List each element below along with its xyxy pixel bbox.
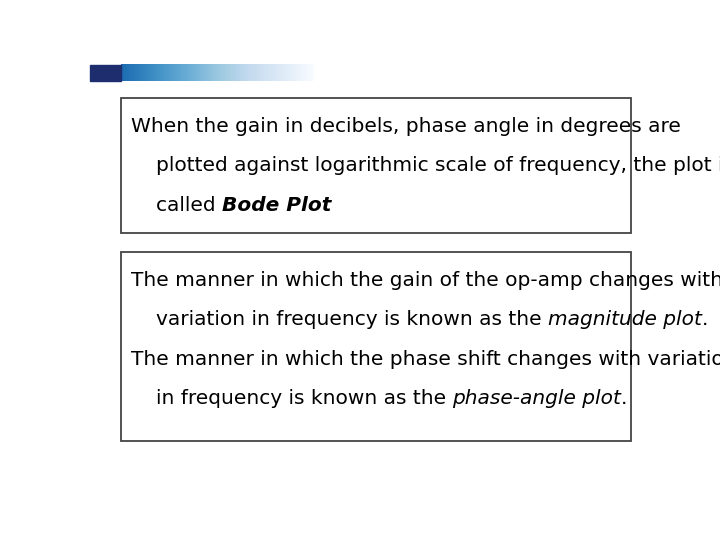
Text: in frequency is known as the: in frequency is known as the (156, 389, 452, 408)
Bar (90, 65, 121, 82)
Text: .: . (621, 389, 628, 408)
Text: Bode Plot: Bode Plot (222, 196, 331, 215)
Text: plotted against logarithmic scale of frequency, the plot is: plotted against logarithmic scale of fre… (156, 156, 720, 176)
Text: .: . (702, 310, 708, 329)
Text: called: called (156, 196, 222, 215)
Text: The manner in which the phase shift changes with variation: The manner in which the phase shift chan… (131, 349, 720, 369)
FancyBboxPatch shape (121, 98, 631, 233)
Text: When the gain in decibels, phase angle in degrees are: When the gain in decibels, phase angle i… (131, 117, 680, 136)
Text: magnitude plot: magnitude plot (548, 310, 702, 329)
Text: variation in frequency is known as the: variation in frequency is known as the (156, 310, 548, 329)
Text: The manner in which the gain of the op-amp changes with: The manner in which the gain of the op-a… (131, 271, 720, 289)
Text: phase-angle plot: phase-angle plot (452, 389, 621, 408)
FancyBboxPatch shape (121, 252, 631, 441)
